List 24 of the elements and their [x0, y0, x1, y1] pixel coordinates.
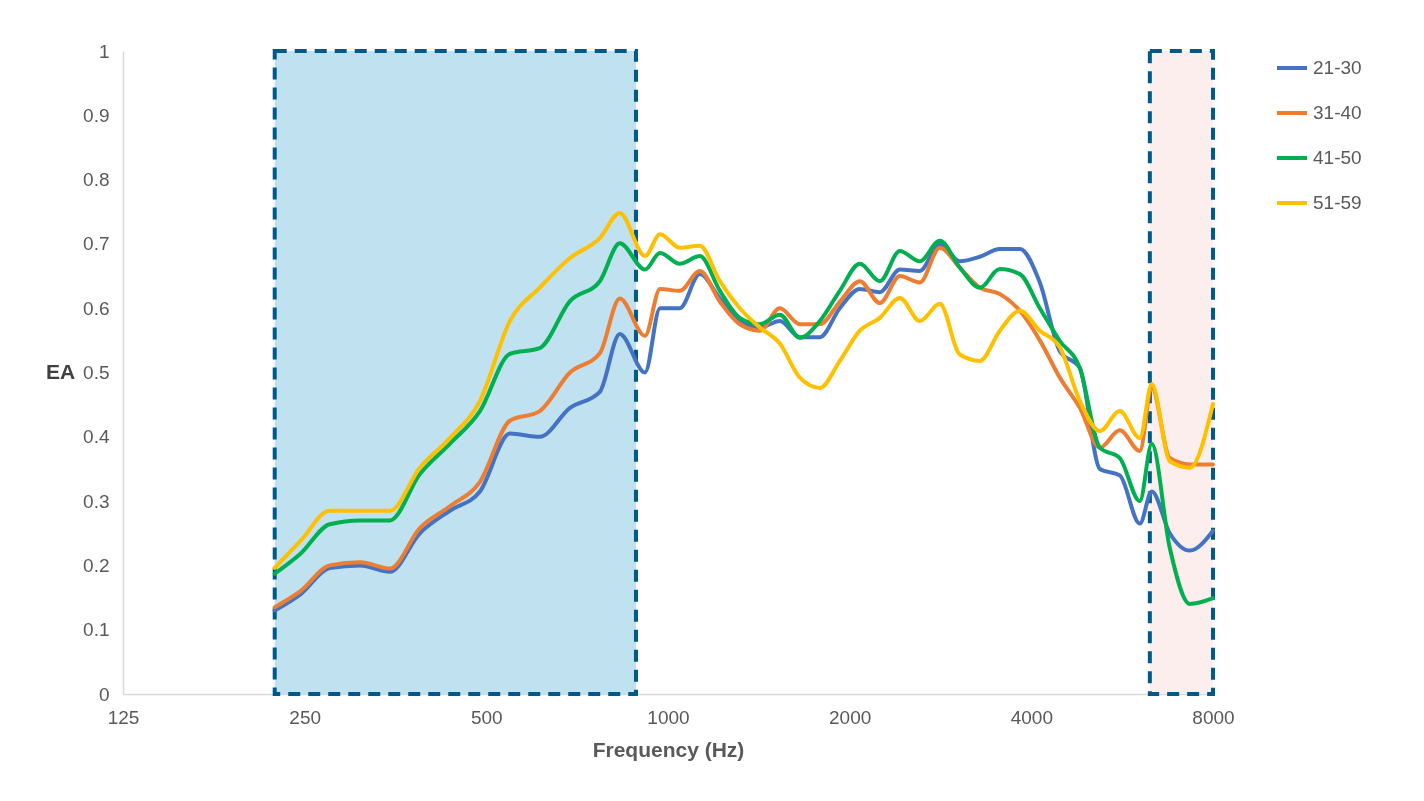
x-tick-label: 8000 [1192, 706, 1235, 728]
y-tick-label: 0.2 [83, 554, 110, 576]
legend-label: 51-59 [1313, 192, 1362, 213]
y-tick-label: 0.4 [83, 426, 110, 448]
y-tick-label: 0.3 [83, 490, 110, 512]
legend-label: 31-40 [1313, 102, 1362, 123]
x-tick-label: 1000 [647, 706, 690, 728]
y-tick-label: 0.5 [83, 362, 110, 383]
x-tick-label: 250 [289, 706, 322, 728]
x-tick-label: 500 [470, 706, 503, 728]
x-tick-label: 4000 [1010, 706, 1053, 728]
y-tick-label: 1 [98, 40, 110, 62]
y-tick-label: 0 [98, 683, 110, 705]
x-tick-label: 125 [107, 706, 140, 728]
y-tick-label: 0.8 [83, 169, 110, 191]
y-tick-label: 0.9 [83, 104, 110, 126]
y-tick-label: 0.7 [83, 233, 110, 255]
x-tick-label: 2000 [829, 706, 872, 728]
y-axis-title: EA [45, 360, 76, 383]
legend-label: 41-50 [1313, 147, 1362, 168]
x-axis-title: Frequency (Hz) [592, 737, 745, 761]
y-tick-label: 0.6 [83, 297, 110, 319]
legend-label: 21-30 [1313, 57, 1362, 78]
y-tick-label: 0.1 [83, 619, 110, 641]
